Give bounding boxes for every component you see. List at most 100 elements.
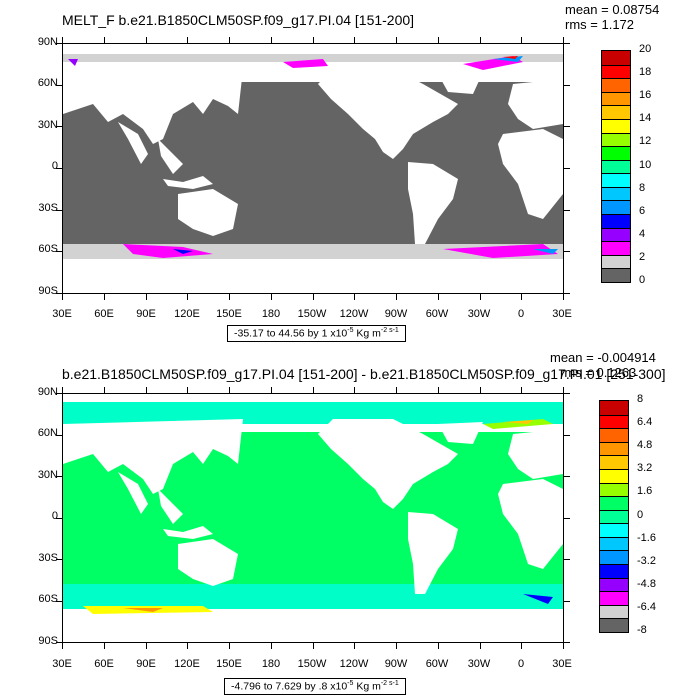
colorbar-swatch bbox=[600, 401, 628, 415]
axis-tick bbox=[354, 643, 356, 649]
rms-label: rms = 0.1263 bbox=[560, 365, 637, 380]
colorbar-label: 20 bbox=[639, 43, 652, 55]
lon-label: 150W bbox=[297, 658, 327, 670]
colorbar-label: -3.2 bbox=[637, 554, 656, 567]
colorbar-swatch bbox=[600, 468, 628, 483]
axis-tick bbox=[56, 434, 62, 436]
axis-tick bbox=[437, 37, 439, 43]
range-units-exp: -2 s-1 bbox=[380, 680, 399, 687]
colorbar-swatch bbox=[600, 550, 628, 565]
range-exponent: -5 bbox=[347, 327, 354, 334]
colorbar-label: 0 bbox=[639, 274, 646, 286]
colorbar-swatch bbox=[602, 200, 630, 215]
lat-label: 30N bbox=[37, 469, 58, 481]
axis-tick bbox=[187, 643, 189, 649]
colorbar bbox=[599, 400, 629, 633]
axis-tick bbox=[564, 251, 570, 253]
axis-tick bbox=[187, 387, 189, 393]
lon-label: 30E bbox=[552, 658, 572, 670]
colorbar-label: 6.4 bbox=[637, 416, 653, 429]
lon-label: 60W bbox=[425, 308, 449, 320]
range-label: -35.17 to 44.56 by 1 x10-5 Kg m-2 s-1 bbox=[227, 325, 406, 342]
colorbar-swatch bbox=[600, 591, 628, 605]
colorbar-swatch bbox=[602, 105, 630, 119]
range-prefix: -4.796 to 7.629 by .8 x10 bbox=[231, 680, 348, 693]
axis-tick bbox=[564, 293, 570, 294]
axis-tick bbox=[521, 37, 523, 43]
colorbar-swatch bbox=[602, 118, 630, 133]
colorbar-swatch bbox=[602, 214, 630, 228]
axis-tick bbox=[56, 517, 62, 519]
colorbar-swatch bbox=[600, 414, 628, 429]
axis-tick bbox=[103, 294, 105, 300]
lon-label: 150E bbox=[216, 658, 242, 670]
lon-label: 30W bbox=[467, 658, 491, 670]
lon-label: 120W bbox=[339, 658, 369, 670]
colorbar-label: -1.6 bbox=[637, 531, 656, 544]
lat-label: 60S bbox=[38, 593, 58, 605]
colorbar-label: -4.8 bbox=[637, 577, 656, 590]
axis-tick bbox=[103, 37, 105, 43]
lon-label: 30E bbox=[552, 308, 572, 320]
axis-tick bbox=[479, 37, 481, 43]
axis-tick bbox=[270, 643, 272, 649]
axis-tick bbox=[437, 387, 439, 393]
axis-tick bbox=[563, 37, 564, 43]
colorbar-swatch bbox=[602, 241, 630, 255]
axis-tick bbox=[563, 643, 564, 649]
axis-tick bbox=[354, 294, 356, 300]
axis-tick bbox=[564, 168, 570, 169]
colorbar-label: 4 bbox=[639, 227, 646, 240]
colorbar-swatch bbox=[600, 577, 628, 592]
axis-tick bbox=[56, 43, 62, 44]
axis-tick bbox=[396, 37, 397, 43]
axis-tick bbox=[564, 84, 570, 86]
colorbar-swatch bbox=[602, 51, 630, 65]
difference-highlights bbox=[83, 419, 553, 614]
axis-tick bbox=[564, 434, 570, 436]
colorbar-swatch bbox=[602, 159, 630, 174]
colorbar-label: 8 bbox=[637, 393, 644, 405]
map-plot bbox=[62, 43, 564, 294]
panel-difference: b.e21.B1850CLM50SP.f09_g17.PI.04 [151-20… bbox=[0, 350, 700, 700]
mean-label: mean = -0.004914 bbox=[550, 350, 656, 365]
colorbar-swatch bbox=[600, 482, 628, 497]
map-plot bbox=[62, 393, 564, 643]
lon-label: 120E bbox=[174, 308, 200, 320]
colorbar-swatch bbox=[602, 132, 630, 147]
axis-tick bbox=[145, 387, 147, 393]
lat-label: 60S bbox=[38, 243, 58, 255]
colorbar-label: 16 bbox=[639, 89, 652, 102]
continents bbox=[63, 44, 563, 293]
lat-label: 30N bbox=[37, 119, 58, 131]
panel-melt-f: MELT_F b.e21.B1850CLM50SP.f09_g17.PI.04 … bbox=[37, 2, 659, 342]
lon-label: 90E bbox=[136, 308, 156, 320]
range-units: Kg m bbox=[353, 327, 381, 340]
colorbar-swatch bbox=[600, 428, 628, 442]
lat-label: 90S bbox=[38, 635, 58, 647]
lat-label: 30S bbox=[38, 202, 58, 214]
axis-tick bbox=[103, 643, 105, 649]
range-exponent: -5 bbox=[347, 680, 354, 687]
axis-tick bbox=[564, 43, 570, 44]
colorbar-label: 1.6 bbox=[637, 485, 653, 498]
lat-label: 30S bbox=[38, 552, 58, 564]
axis-tick bbox=[354, 387, 356, 393]
lon-label: 90W bbox=[384, 308, 408, 320]
axis-tick bbox=[312, 37, 314, 43]
axis-tick bbox=[62, 294, 63, 300]
axis-tick bbox=[564, 209, 570, 211]
colorbar-swatch bbox=[600, 604, 628, 619]
colorbar-swatch bbox=[600, 523, 628, 537]
lon-label: 30W bbox=[467, 308, 491, 320]
range-prefix: -35.17 to 44.56 by 1 x10 bbox=[234, 327, 348, 340]
axis-tick bbox=[479, 643, 481, 649]
axis-tick bbox=[56, 209, 62, 211]
lon-label: 120W bbox=[339, 308, 369, 320]
colorbar-swatch bbox=[600, 509, 628, 524]
continents bbox=[63, 394, 563, 642]
range-units-exp: -2 s-1 bbox=[380, 327, 399, 334]
lon-label: 90E bbox=[136, 658, 156, 670]
axis-tick bbox=[145, 643, 147, 649]
axis-tick bbox=[563, 294, 564, 300]
